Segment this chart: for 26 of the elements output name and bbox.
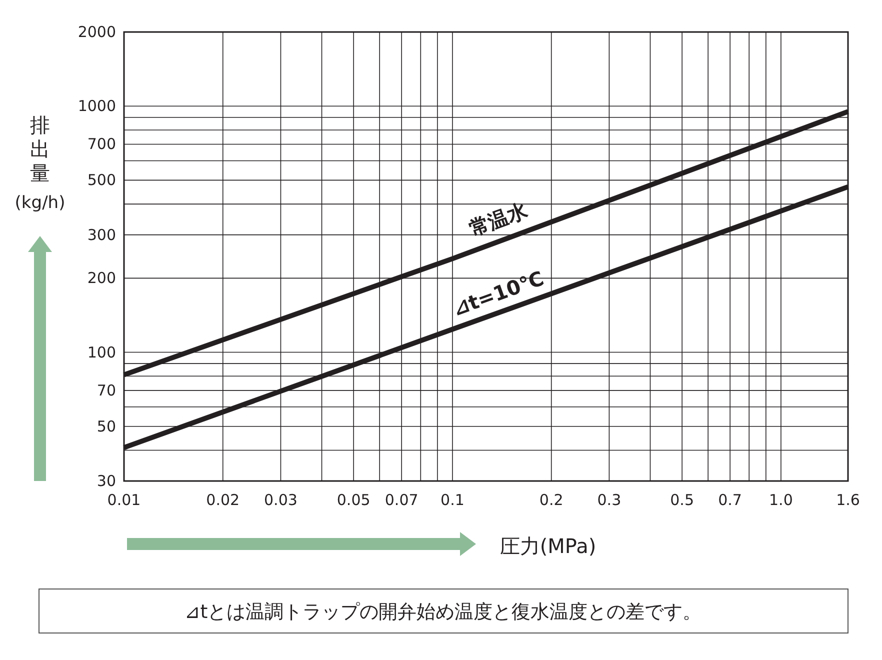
text: 常温水	[466, 197, 532, 241]
x-tick-label: 1.6	[836, 491, 860, 509]
x-tick-label: 1.0	[769, 491, 793, 509]
y-tick-label: 50	[96, 417, 116, 436]
x-tick-label: 0.5	[670, 491, 694, 509]
y-tick-label: 500	[87, 171, 116, 190]
text: ⊿tとは温調トラップの開弁始め温度と復水温度との差です。	[184, 601, 702, 623]
x-tick-label: 0.2	[539, 491, 564, 509]
y-tick-label: 100	[87, 343, 116, 362]
y-tick-label: 70	[96, 381, 116, 400]
y-axis-title: 排出量(kg/h)	[14, 113, 66, 213]
x-tick-label: 0.03	[264, 491, 298, 509]
y-tick-label: 1000	[78, 97, 116, 116]
y-tick-label: 700	[87, 135, 116, 154]
y-tick-label: 2000	[78, 23, 116, 41]
y-tick-label: 200	[87, 269, 116, 288]
y-tick-label: 30	[96, 472, 116, 490]
x-tick-label: 0.1	[440, 491, 464, 509]
y-tick-label: 300	[87, 226, 116, 244]
x-axis-title: 圧力(MPa)	[500, 534, 596, 558]
x-tick-label: 0.01	[107, 491, 141, 509]
x-tick-label: 0.02	[206, 491, 240, 509]
x-tick-label: 0.3	[597, 491, 622, 509]
x-tick-label: 0.7	[718, 491, 742, 509]
x-tick-label: 0.07	[384, 491, 418, 509]
x-tick-label: 0.05	[336, 491, 370, 509]
